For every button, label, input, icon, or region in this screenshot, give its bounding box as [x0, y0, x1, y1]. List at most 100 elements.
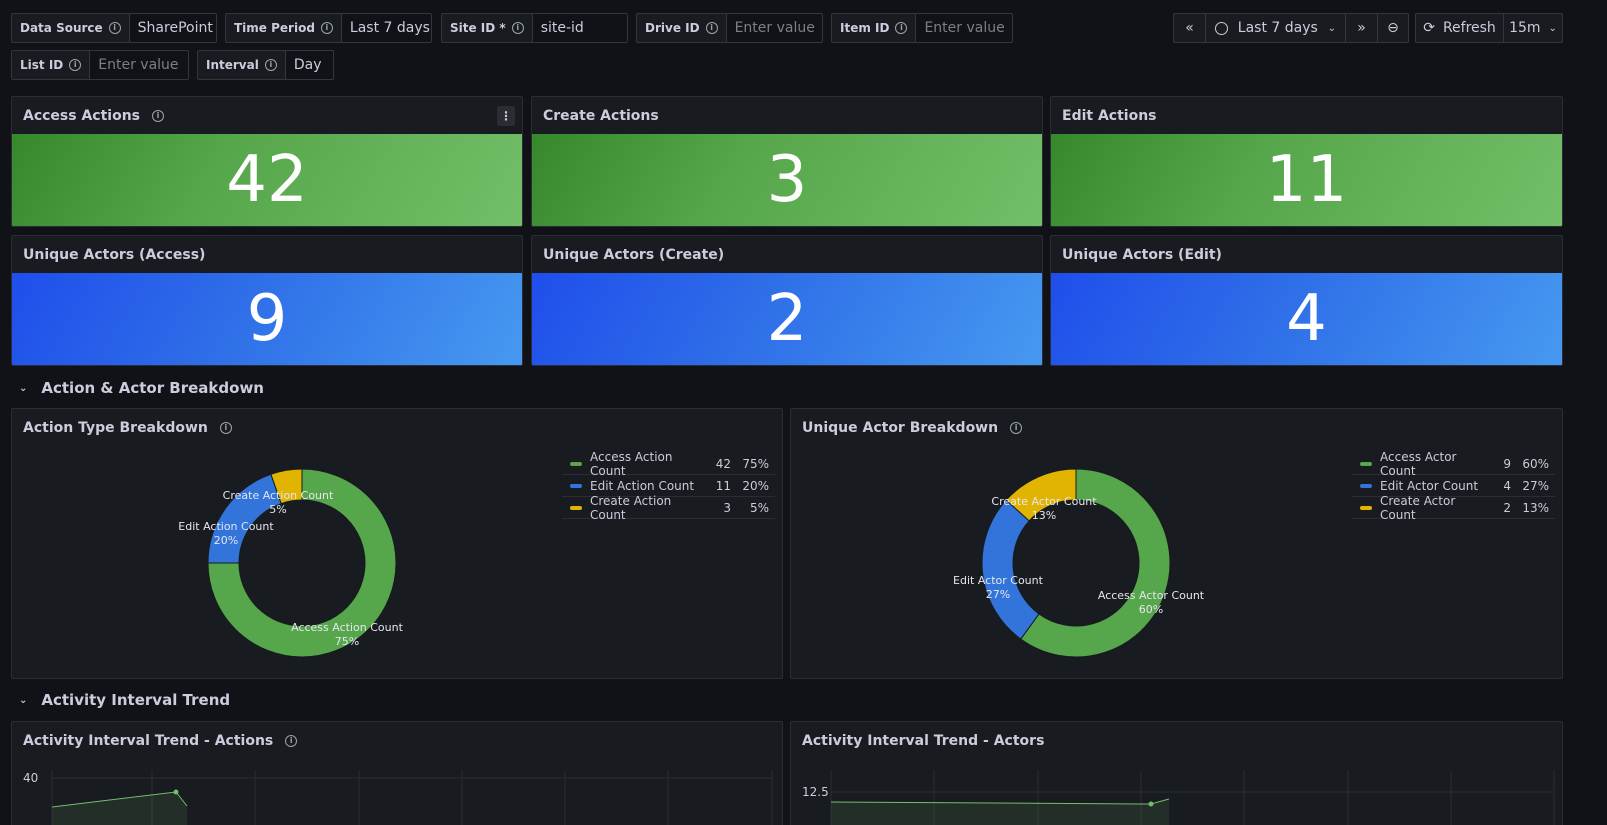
- pie-slice-label: Access Action Count: [291, 621, 403, 634]
- action-type-breakdown-panel[interactable]: Action Type Breakdown i Access Action Cou…: [11, 408, 783, 679]
- legend-label: Edit Action Count: [590, 478, 695, 493]
- stat-panel-access-actions[interactable]: Access Actions i ⋮ 42: [11, 96, 523, 227]
- time-period-select[interactable]: Last 7 days⌄: [349, 20, 430, 36]
- info-icon: i: [219, 422, 232, 434]
- refresh-button[interactable]: ⟳ Refresh: [1416, 14, 1504, 42]
- trend-actors-line-chart: 12.5: [802, 770, 1555, 825]
- panel-title: Unique Actor Breakdown: [802, 420, 999, 436]
- info-icon: i: [108, 22, 121, 34]
- legend-label: Edit Actor Count: [1380, 478, 1479, 493]
- chevron-down-icon: ⌄: [332, 60, 334, 71]
- list-id-input[interactable]: Enter value: [98, 57, 179, 73]
- pie-slice-label: Edit Action Count: [178, 520, 274, 533]
- y-tick-label: 12.5: [802, 785, 829, 799]
- panel-title: Activity Interval Trend - Actors: [802, 733, 1045, 749]
- data-point[interactable]: [173, 789, 179, 795]
- info-icon: i: [285, 735, 298, 747]
- stat-value: 4: [1051, 273, 1562, 365]
- chevron-down-icon: ⌄: [1548, 22, 1557, 34]
- legend-item[interactable]: Edit Actor Count 4 27%: [1352, 475, 1555, 497]
- info-icon: i: [895, 22, 908, 34]
- shift-back-button[interactable]: «: [1174, 14, 1206, 42]
- info-icon: i: [705, 22, 718, 34]
- panel-title: Unique Actors (Create): [543, 247, 725, 263]
- stat-panel-unique-actors-create[interactable]: Unique Actors (Create) 2: [531, 235, 1043, 366]
- data-source-select[interactable]: SharePoint⌄: [137, 20, 213, 36]
- legend-label: Access Action Count: [590, 449, 673, 478]
- interval-select[interactable]: Day⌄: [286, 51, 334, 79]
- pie-slice[interactable]: [981, 499, 1040, 640]
- info-icon: i: [320, 22, 333, 34]
- trend-actors-panel[interactable]: Activity Interval Trend - Actors 12.5: [790, 721, 1563, 825]
- stat-value: 11: [1051, 134, 1562, 226]
- site-id-variable: Site ID * i site-id: [441, 13, 628, 43]
- legend-percent: 27%: [1522, 478, 1549, 493]
- zoom-out-button[interactable]: ⊖: [1378, 14, 1408, 42]
- pie-slice[interactable]: [207, 468, 397, 658]
- panel-menu-icon[interactable]: ⋮: [497, 106, 515, 126]
- unique-actor-legend: Access Actor Count 9 60% Edit Actor Count 4 2…: [1352, 450, 1555, 522]
- legend-value: 2: [1503, 500, 1511, 515]
- drive-id-input[interactable]: Enter value: [734, 20, 815, 36]
- legend-percent: 20%: [742, 478, 769, 493]
- panel-title: Unique Actors (Edit): [1062, 247, 1222, 263]
- panel-title: Edit Actions: [1062, 108, 1157, 124]
- legend-label: Create Actor Count: [1380, 493, 1456, 522]
- action-type-legend: Access Action Count 42 75% Edit Action Coun…: [562, 449, 775, 522]
- stat-panel-edit-actions[interactable]: Edit Actions 11: [1050, 96, 1563, 227]
- y-tick-label: 40: [23, 771, 38, 785]
- pie-slice-label: Access Actor Count: [1098, 589, 1205, 602]
- site-id-input[interactable]: site-id: [540, 20, 584, 36]
- panel-title: Unique Actors (Access): [23, 247, 206, 263]
- legend-percent: 5%: [749, 500, 769, 515]
- stat-panel-create-actions[interactable]: Create Actions 3: [531, 96, 1043, 227]
- unique-actor-breakdown-panel[interactable]: Unique Actor Breakdown i Access Actor Cou…: [790, 408, 1563, 679]
- stat-value: 9: [12, 273, 522, 365]
- series-area: [831, 799, 1169, 825]
- stat-value: 3: [532, 134, 1042, 226]
- trend-actions-panel[interactable]: Activity Interval Trend - Actions i 40: [11, 721, 783, 825]
- legend-item[interactable]: Access Actor Count 9 60%: [1352, 450, 1555, 478]
- legend-label: Create Action Count: [590, 493, 672, 522]
- pie-slice[interactable]: [207, 473, 282, 564]
- info-icon: i: [511, 22, 524, 34]
- pie-slice[interactable]: [270, 468, 303, 505]
- site-id-label: Site ID * i: [442, 14, 533, 42]
- row-header-breakdown[interactable]: ⌄ Action & Actor Breakdown: [19, 379, 264, 397]
- pie-slice-label: Create Action Count: [223, 489, 334, 502]
- pie-slice-percent: 60%: [1139, 603, 1163, 616]
- drive-id-variable: Drive ID i Enter value: [636, 13, 823, 43]
- refresh-icon: ⟳: [1423, 20, 1435, 36]
- refresh-interval-select[interactable]: 15m ⌄: [1509, 20, 1557, 36]
- legend-value: 9: [1503, 456, 1511, 471]
- legend-item[interactable]: Access Action Count 42 75%: [562, 449, 775, 478]
- legend-item[interactable]: Edit Action Count 11 20%: [562, 475, 775, 497]
- legend-value: 42: [715, 456, 731, 471]
- pie-slice[interactable]: [1020, 468, 1171, 658]
- legend-swatch: [1360, 483, 1372, 488]
- pie-slice-percent: 27%: [986, 588, 1010, 601]
- data-point[interactable]: [1148, 801, 1154, 807]
- panel-title: Activity Interval Trend - Actions: [23, 733, 274, 749]
- stat-panel-unique-actors-access[interactable]: Unique Actors (Access) 9: [11, 235, 523, 366]
- info-icon: i: [1010, 422, 1023, 434]
- chevron-down-icon: ⌄: [19, 694, 28, 706]
- item-id-input[interactable]: Enter value: [924, 20, 1005, 36]
- shift-forward-button[interactable]: »: [1346, 14, 1378, 42]
- pie-slice[interactable]: [1005, 468, 1077, 522]
- legend-value: 11: [715, 478, 731, 493]
- stat-value: 42: [12, 134, 522, 226]
- legend-item[interactable]: Create Action Count 3 5%: [562, 493, 775, 522]
- time-picker-group: « Last 7 days ⌄ » ⊖: [1173, 13, 1409, 43]
- stat-panel-unique-actors-edit[interactable]: Unique Actors (Edit) 4: [1050, 235, 1563, 366]
- legend-value: 3: [723, 500, 731, 515]
- time-range-picker[interactable]: Last 7 days ⌄: [1206, 14, 1346, 42]
- panel-title: Action Type Breakdown: [23, 420, 208, 436]
- row-header-trend[interactable]: ⌄ Activity Interval Trend: [19, 691, 231, 709]
- clock-icon: [1215, 21, 1228, 35]
- legend-item[interactable]: Create Actor Count 2 13%: [1352, 493, 1555, 522]
- legend-swatch: [1360, 505, 1372, 510]
